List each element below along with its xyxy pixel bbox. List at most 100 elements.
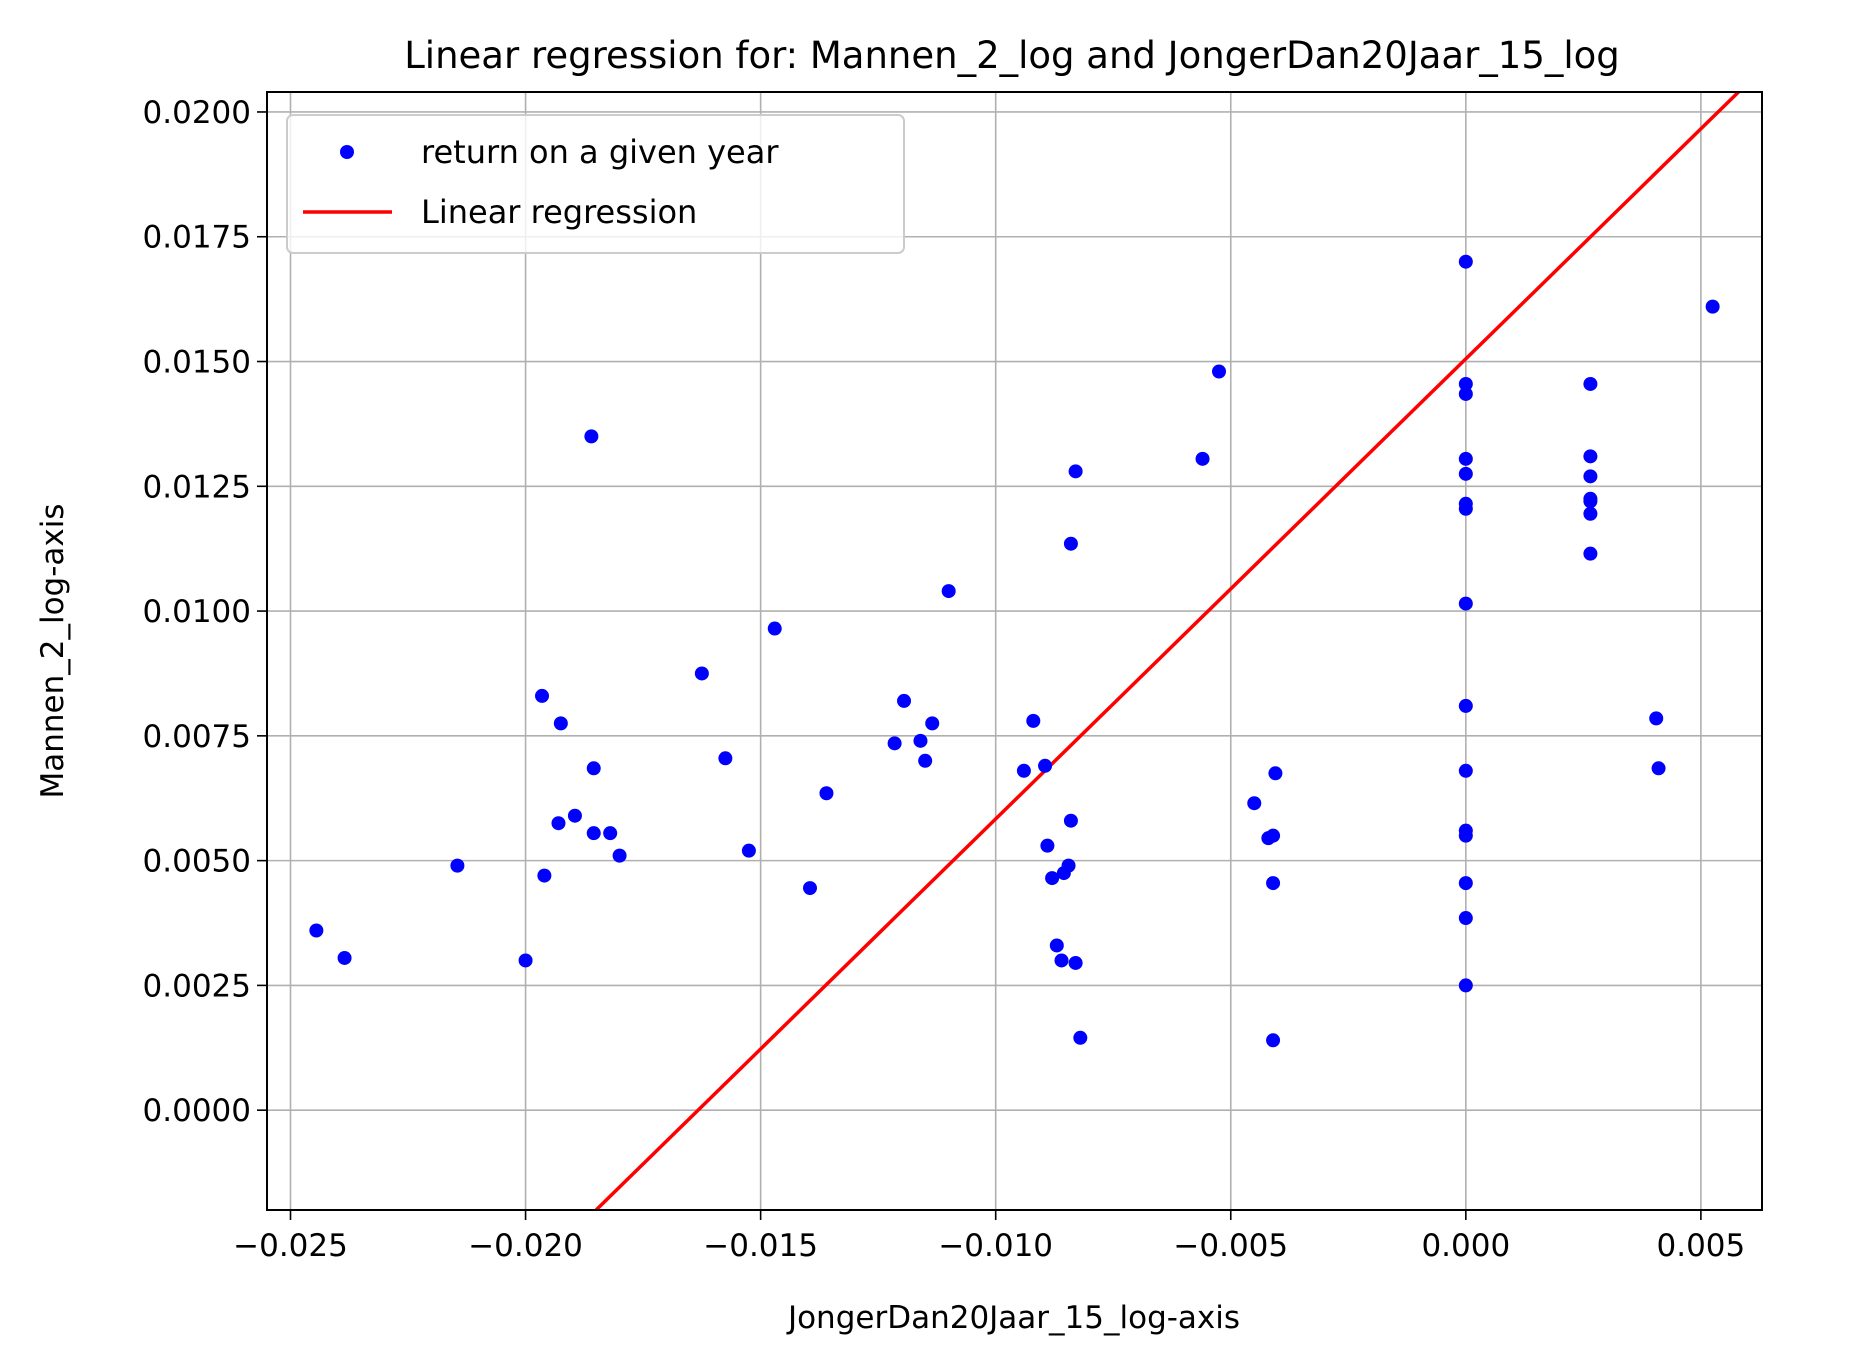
data-point <box>1458 254 1473 269</box>
data-point <box>1458 451 1473 466</box>
data-point <box>567 808 582 823</box>
x-tick-label: −0.010 <box>938 1228 1053 1264</box>
x-tick-label: −0.025 <box>233 1228 348 1264</box>
data-point <box>1073 1030 1088 1045</box>
data-point <box>1583 376 1598 391</box>
x-tick-label: 0.005 <box>1657 1228 1746 1264</box>
data-point <box>1583 494 1598 509</box>
data-point <box>1063 813 1078 828</box>
legend-label-scatter: return on a given year <box>421 133 779 171</box>
data-point <box>1068 955 1083 970</box>
data-point <box>518 953 533 968</box>
data-point <box>1247 796 1262 811</box>
data-point <box>1063 536 1078 551</box>
data-point <box>1458 876 1473 891</box>
chart-title: Linear regression for: Mannen_2_log and … <box>404 34 1620 77</box>
data-point <box>887 736 902 751</box>
y-tick-label: 0.0000 <box>143 1093 251 1129</box>
data-point <box>1458 978 1473 993</box>
data-point <box>1458 466 1473 481</box>
x-tick-label: −0.020 <box>468 1228 583 1264</box>
y-tick-label: 0.0050 <box>143 844 251 880</box>
data-point <box>913 733 928 748</box>
data-point <box>1458 828 1473 843</box>
y-tick-label: 0.0150 <box>143 345 251 381</box>
data-point <box>1268 766 1283 781</box>
x-axis-label: JongerDan20Jaar_15_log-axis <box>786 1300 1240 1336</box>
grid <box>267 92 1762 1210</box>
data-point <box>1266 1033 1281 1048</box>
data-point <box>802 881 817 896</box>
y-tick-label: 0.0075 <box>143 719 251 755</box>
plot-frame <box>266 91 1763 1211</box>
data-point <box>1061 858 1076 873</box>
data-point <box>309 923 324 938</box>
data-point <box>586 761 601 776</box>
data-point <box>1651 761 1666 776</box>
y-tick-label: 0.0125 <box>143 469 251 505</box>
data-point <box>1212 364 1227 379</box>
data-point <box>551 816 566 831</box>
x-tick-label: −0.015 <box>703 1228 818 1264</box>
data-point <box>1458 501 1473 516</box>
points-layer <box>309 254 1720 1048</box>
regression-line <box>594 92 1740 1210</box>
data-point <box>584 429 599 444</box>
data-point <box>1458 596 1473 611</box>
x-tick-label: −0.005 <box>1173 1228 1288 1264</box>
data-point <box>1266 828 1281 843</box>
data-point <box>612 848 627 863</box>
data-point <box>535 688 550 703</box>
data-point <box>767 621 782 636</box>
data-point <box>694 666 709 681</box>
data-point <box>1195 451 1210 466</box>
data-point <box>450 858 465 873</box>
data-point <box>1068 464 1083 479</box>
y-axis: 0.0000 0.0025 0.0050 0.0075 0.0100 0.0125 0.01… <box>143 95 267 1129</box>
data-point <box>1266 876 1281 891</box>
data-point <box>918 753 933 768</box>
data-point <box>1458 911 1473 926</box>
data-point <box>1458 386 1473 401</box>
legend-label-line: Linear regression <box>421 193 697 231</box>
data-point <box>1458 376 1473 391</box>
data-point <box>1016 763 1031 778</box>
y-tick-label: 0.0025 <box>143 968 251 1004</box>
y-axis-label: Mannen_2_log-axis <box>35 503 71 798</box>
data-point <box>553 716 568 731</box>
data-point <box>925 716 940 731</box>
data-point <box>1038 758 1053 773</box>
data-point <box>603 826 618 841</box>
data-point <box>1458 698 1473 713</box>
data-point <box>718 751 733 766</box>
data-point <box>337 950 352 965</box>
data-point <box>1026 713 1041 728</box>
legend-marker-scatter <box>340 145 354 159</box>
data-point <box>941 584 956 599</box>
legend: return on a given year Linear regression <box>286 114 905 254</box>
data-point <box>1583 449 1598 464</box>
data-point <box>1045 871 1060 886</box>
data-point <box>1458 763 1473 778</box>
data-point <box>1049 938 1064 953</box>
data-point <box>819 786 834 801</box>
x-tick-label: 0.000 <box>1421 1228 1510 1264</box>
data-point <box>1054 953 1069 968</box>
data-point <box>1705 299 1720 314</box>
legend-box <box>286 114 905 254</box>
data-point <box>741 843 756 858</box>
y-tick-label: 0.0200 <box>143 95 251 131</box>
data-point <box>897 693 912 708</box>
data-point <box>1649 711 1664 726</box>
y-tick-label: 0.0175 <box>143 220 251 256</box>
data-point <box>1583 506 1598 521</box>
data-point <box>537 868 552 883</box>
y-tick-label: 0.0100 <box>143 594 251 630</box>
data-point <box>1583 469 1598 484</box>
data-point <box>586 826 601 841</box>
data-point <box>1583 546 1598 561</box>
regression-layer <box>594 92 1740 1210</box>
